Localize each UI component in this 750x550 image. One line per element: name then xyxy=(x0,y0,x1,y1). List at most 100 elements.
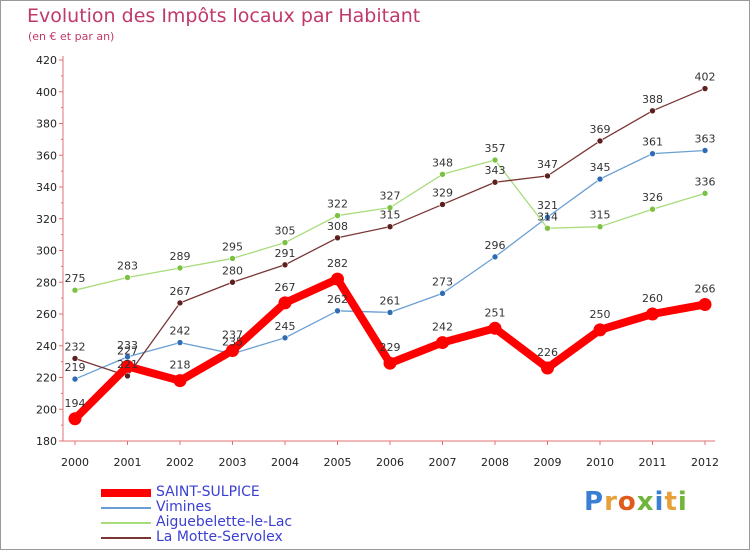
data-label-la-motte-servolex: 369 xyxy=(590,123,611,136)
legend-label: La Motte-Servolex xyxy=(156,529,283,545)
legend-swatch xyxy=(101,536,151,539)
data-point-saint-sulpice xyxy=(488,321,502,335)
data-point-saint-sulpice xyxy=(278,296,292,310)
data-label-aiguebelette-le-lac: 336 xyxy=(695,175,716,188)
data-label-aiguebelette-le-lac: 314 xyxy=(537,210,558,223)
data-point-vimines xyxy=(334,307,341,315)
chart-legend: SAINT-SULPICE Vimines Aiguebelette-le-Lac L… xyxy=(101,485,292,545)
data-point-vimines xyxy=(124,353,131,361)
legend-item-vimines: Vimines xyxy=(101,500,292,515)
data-point-la-motte-servolex xyxy=(334,234,341,242)
data-label-vimines: 273 xyxy=(432,275,453,288)
data-label-saint-sulpice: 251 xyxy=(485,306,506,319)
data-point-saint-sulpice xyxy=(436,336,449,350)
data-label-aiguebelette-le-lac: 327 xyxy=(380,190,401,203)
data-label-la-motte-servolex: 402 xyxy=(695,71,716,84)
y-tick-label: 220 xyxy=(36,372,57,385)
data-label-vimines: 235 xyxy=(222,336,243,349)
y-tick-label: 380 xyxy=(36,118,57,131)
y-tick-label: 320 xyxy=(36,213,57,226)
data-label-la-motte-servolex: 315 xyxy=(380,209,401,222)
data-point-la-motte-servolex xyxy=(544,172,551,180)
legend-item-la-motte-servolex: La Motte-Servolex xyxy=(101,530,292,545)
data-point-aiguebelette-le-lac xyxy=(71,286,79,294)
y-tick-label: 240 xyxy=(36,340,57,353)
data-label-vimines: 262 xyxy=(327,293,348,306)
data-label-saint-sulpice: 267 xyxy=(275,281,296,294)
x-tick-label: 2006 xyxy=(376,456,404,469)
data-point-la-motte-servolex xyxy=(281,261,289,269)
data-label-saint-sulpice: 226 xyxy=(537,346,558,359)
data-point-aiguebelette-le-lac xyxy=(439,171,446,178)
data-label-la-motte-servolex: 280 xyxy=(222,264,243,277)
logo-letter: x xyxy=(636,487,655,517)
data-point-la-motte-servolex xyxy=(229,278,236,286)
legend-swatch xyxy=(101,506,151,509)
data-label-saint-sulpice: 266 xyxy=(695,282,716,295)
data-label-aiguebelette-le-lac: 357 xyxy=(485,142,506,155)
data-point-la-motte-servolex xyxy=(71,355,79,362)
data-label-saint-sulpice: 227 xyxy=(117,344,138,357)
data-label-aiguebelette-le-lac: 289 xyxy=(170,250,191,263)
data-label-vimines: 321 xyxy=(537,199,558,212)
data-label-la-motte-servolex: 347 xyxy=(537,158,558,171)
data-label-la-motte-servolex: 388 xyxy=(642,93,663,106)
data-point-aiguebelette-le-lac xyxy=(176,264,184,272)
data-label-vimines: 242 xyxy=(170,325,191,338)
data-label-saint-sulpice: 218 xyxy=(170,359,191,372)
data-point-la-motte-servolex xyxy=(649,107,656,115)
y-tick-label: 180 xyxy=(36,435,57,448)
data-point-la-motte-servolex xyxy=(124,372,131,380)
data-label-aiguebelette-le-lac: 348 xyxy=(432,156,453,169)
data-point-vimines xyxy=(439,290,446,297)
data-point-aiguebelette-le-lac xyxy=(491,156,499,164)
data-label-la-motte-servolex: 221 xyxy=(117,358,138,371)
y-tick-label: 260 xyxy=(36,308,57,321)
data-label-aiguebelette-le-lac: 283 xyxy=(117,259,138,272)
data-point-vimines xyxy=(491,253,499,261)
data-label-aiguebelette-le-lac: 322 xyxy=(327,198,348,211)
data-label-aiguebelette-le-lac: 315 xyxy=(590,209,611,222)
data-point-saint-sulpice xyxy=(541,361,554,375)
x-tick-label: 2008 xyxy=(481,456,509,469)
legend-label: Aiguebelette-le-Lac xyxy=(156,514,293,530)
data-point-la-motte-servolex xyxy=(701,85,709,92)
legend-label: SAINT-SULPICE xyxy=(156,484,260,500)
data-label-saint-sulpice: 194 xyxy=(65,397,86,410)
logo-letter: t xyxy=(664,487,678,517)
data-point-la-motte-servolex xyxy=(176,299,184,307)
data-label-vimines: 219 xyxy=(65,361,86,374)
data-label-la-motte-servolex: 308 xyxy=(327,220,348,233)
y-tick-label: 340 xyxy=(36,181,57,194)
data-point-saint-sulpice xyxy=(331,272,344,286)
y-tick-label: 400 xyxy=(36,86,57,99)
data-label-aiguebelette-le-lac: 295 xyxy=(222,240,243,253)
data-label-vimines: 296 xyxy=(485,239,506,252)
data-label-aiguebelette-le-lac: 305 xyxy=(275,225,296,238)
y-tick-label: 360 xyxy=(36,149,57,162)
x-tick-label: 2011 xyxy=(639,456,667,469)
data-point-saint-sulpice xyxy=(383,356,397,370)
data-label-la-motte-servolex: 329 xyxy=(432,186,453,199)
data-label-vimines: 363 xyxy=(695,132,716,145)
y-tick-label: 300 xyxy=(36,245,57,258)
logo-letter: i xyxy=(654,487,665,517)
logo-letter: o xyxy=(617,487,637,517)
x-tick-label: 2002 xyxy=(166,456,194,469)
data-point-vimines xyxy=(701,147,709,154)
legend-item-saint-sulpice: SAINT-SULPICE xyxy=(101,485,292,500)
data-point-la-motte-servolex xyxy=(386,223,394,230)
data-label-la-motte-servolex: 267 xyxy=(170,285,191,298)
data-point-vimines xyxy=(596,175,604,183)
data-point-aiguebelette-le-lac xyxy=(649,205,656,213)
data-point-vimines xyxy=(544,213,551,221)
y-tick-label: 280 xyxy=(36,276,57,289)
data-point-la-motte-servolex xyxy=(491,178,499,186)
x-tick-label: 2005 xyxy=(324,456,352,469)
proxiti-logo: Proxiti xyxy=(584,487,688,517)
data-point-aiguebelette-le-lac xyxy=(124,274,131,281)
data-label-saint-sulpice: 260 xyxy=(642,292,663,305)
data-point-saint-sulpice xyxy=(173,374,187,388)
data-point-vimines xyxy=(71,375,79,383)
